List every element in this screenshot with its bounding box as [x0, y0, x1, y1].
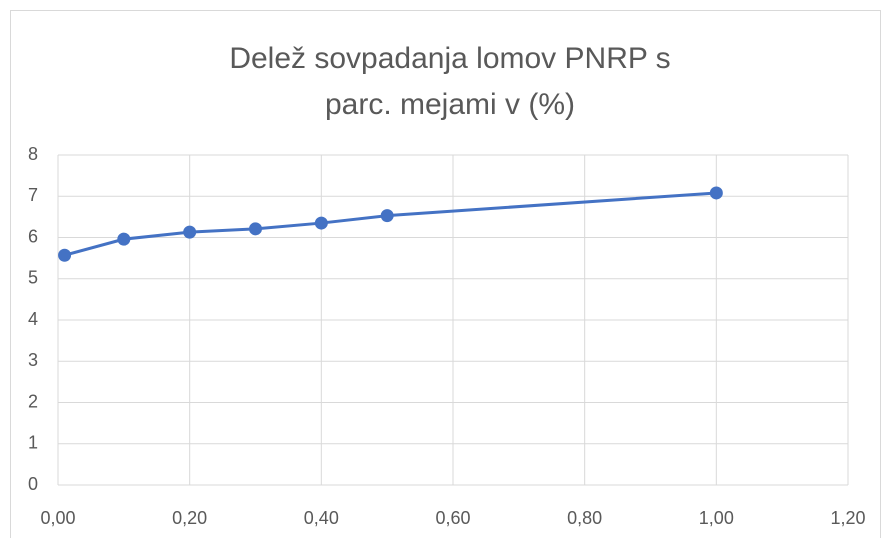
y-tick-label: 2 [28, 391, 38, 411]
x-tick-label: 0,20 [172, 508, 207, 528]
y-tick-label: 6 [28, 226, 38, 246]
x-tick-label: 1,20 [830, 508, 865, 528]
x-tick-label: 0,80 [567, 508, 602, 528]
x-tick-label: 0,00 [40, 508, 75, 528]
data-point [249, 222, 262, 236]
y-tick-label: 1 [28, 433, 38, 453]
y-tick-label: 8 [28, 144, 38, 164]
y-tick-label: 3 [28, 350, 38, 370]
y-tick-label: 7 [28, 185, 38, 205]
chart-title: Delež sovpadanja lomov PNRP s parc. meja… [229, 42, 671, 121]
data-point [183, 225, 197, 239]
series-line [64, 191, 717, 257]
data-point [709, 186, 723, 200]
chart-border [10, 10, 881, 538]
data-point [58, 248, 72, 262]
x-tick-label: 0,60 [435, 508, 470, 528]
y-tick-label: 0 [28, 474, 38, 494]
data-point [380, 209, 394, 223]
y-tick-label: 4 [28, 309, 38, 329]
data-point [117, 232, 131, 246]
data-point [314, 216, 328, 230]
x-tick-label: 0,40 [304, 508, 339, 528]
x-tick-label: 1,00 [699, 508, 734, 528]
y-tick-label: 5 [28, 268, 38, 288]
